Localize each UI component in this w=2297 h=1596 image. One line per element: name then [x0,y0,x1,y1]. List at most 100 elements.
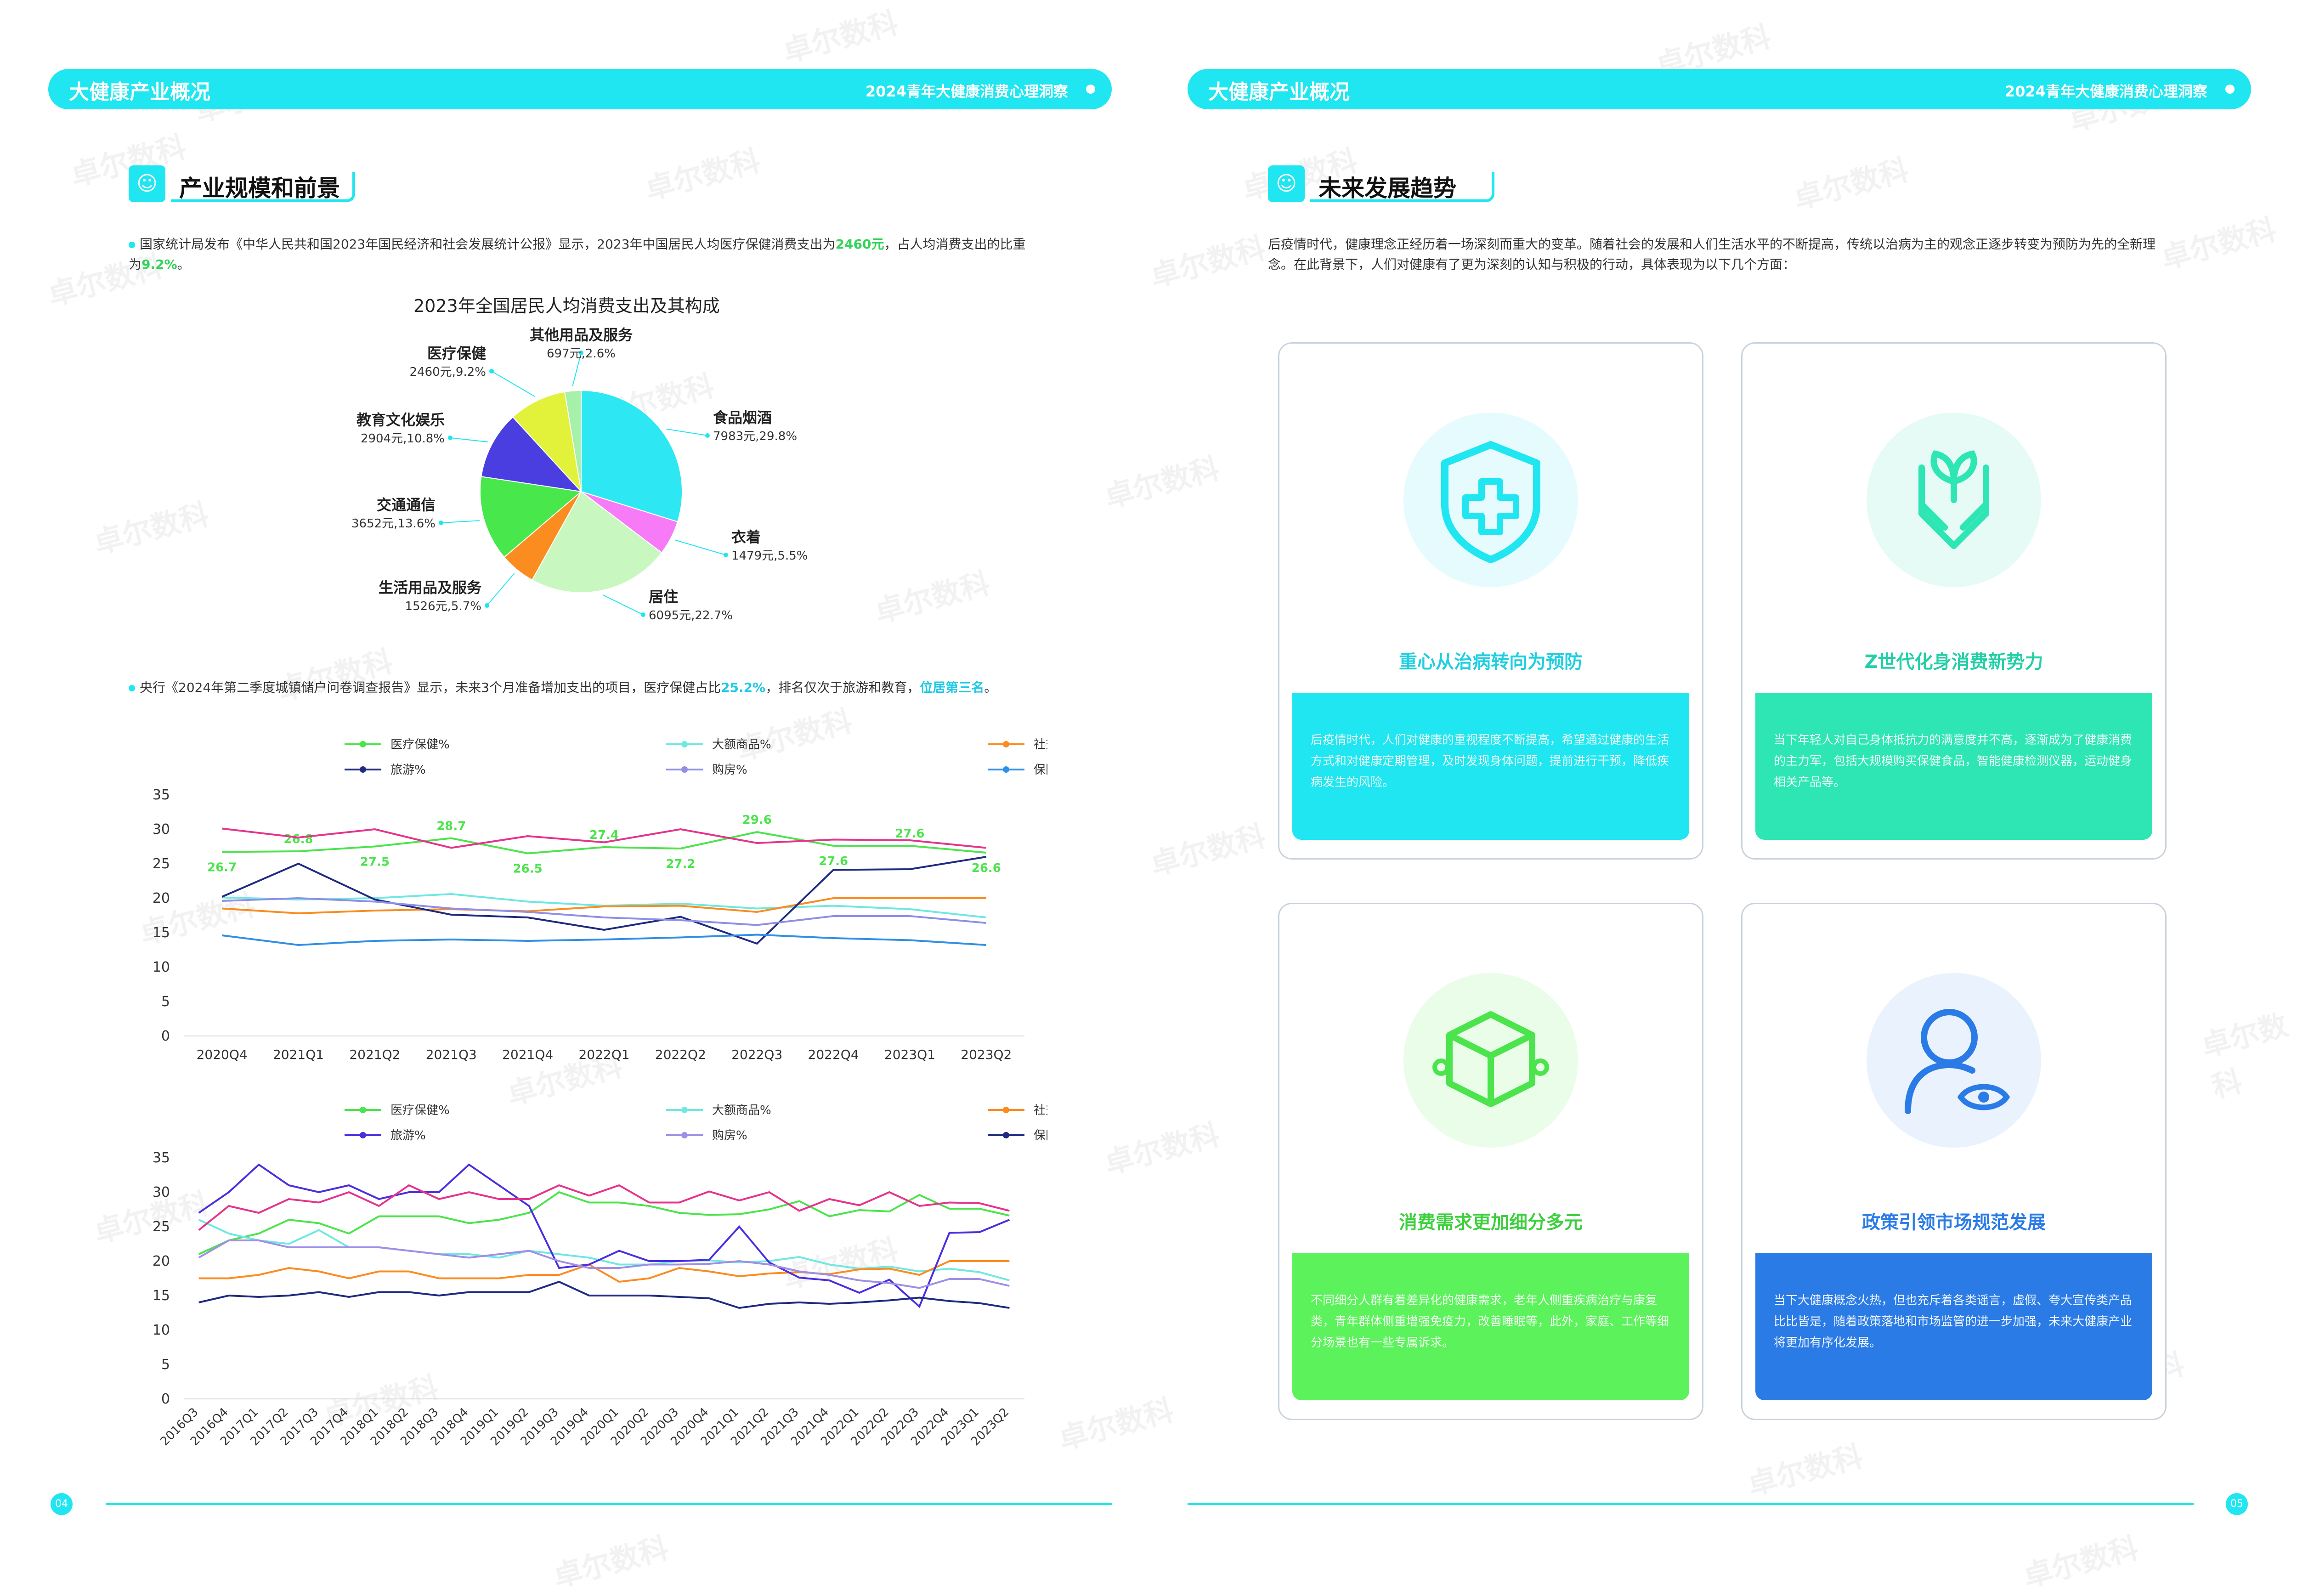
pie-chart-title: 2023年全国居民人均消费支出及其构成 [413,296,720,316]
x-tick-label: 2021Q3 [426,1047,477,1062]
x-tick-label: 2022Q4 [808,1047,859,1062]
pie-leader-line [572,352,582,387]
pie-label-value: 7983元,29.8% [713,430,797,443]
pie-leader-line [441,520,480,523]
left-header-subtitle: 2024青年大健康消费心理洞察 [865,83,1068,100]
x-tick-label: 2023Q2 [961,1047,1012,1062]
pie-chart: 食品烟酒 7983元,29.8% 衣着 1479元,5.5% 居住 6095元,22.7%… [351,326,808,623]
series-line [221,934,986,946]
right-header-bar: 大健康产业概况 2024青年大健康消费心理洞察 [1188,69,2251,109]
card-text: 后疫情时代，人们对健康的重视程度不断提高，希望通过健康的生活方式和对健康定期管理… [1311,733,1669,789]
series-line [198,1191,1010,1255]
y-tick-label: 15 [153,925,170,941]
legend-marker [360,741,366,747]
watermark-text: 卓尔数科 [2197,1008,2292,1105]
legend-marker [360,766,366,773]
y-tick-label: 10 [153,959,170,975]
paragraph-intro: 后疫情时代，健康理念正经历着一场深刻而重大的变革。随着社会的发展和人们生活水平的… [1268,237,2156,272]
legend-marker [1003,741,1009,747]
legend-label: 医疗保健% [390,738,450,752]
legend-label: 医疗保健% [390,1104,450,1117]
series-line [198,1260,1010,1283]
x-tick-label: 2021Q2 [349,1047,400,1062]
pie-label-name: 交通通信 [377,496,436,514]
pie-label-name: 其他用品及服务 [530,326,633,344]
data-label: 26.6 [972,861,1001,875]
watermark-text: 卓尔数科 [779,6,902,69]
left-footer-line [106,1503,1112,1505]
y-tick-label: 0 [161,1391,170,1407]
pie-leader-dot [439,521,443,525]
y-tick-label: 25 [153,1219,170,1235]
left-header-title: 大健康产业概况 [69,80,210,104]
legend-label: 大额商品% [712,1104,771,1117]
pie-label-value: 2904元,10.8% [361,432,445,446]
header-dot-icon [1086,85,1095,94]
y-tick-label: 10 [153,1322,170,1338]
legend-label: 保险% [1034,763,1047,777]
x-tick-label: 2021Q4 [502,1047,553,1062]
bullet-icon [129,242,135,248]
y-tick-label: 5 [161,994,170,1010]
series-line [198,1163,1010,1308]
left-header-bar: 大健康产业概况 2024青年大健康消费心理洞察 [48,69,1112,109]
legend-label: 旅游% [390,1129,426,1143]
line-chart-history: 医疗保健%大额商品%社交文化和娱乐%旅游%购房%保险%教育%0510152025… [153,1104,1047,1449]
x-tick-label: 2021Q1 [273,1047,324,1062]
pie-label-value: 6095元,22.7% [649,609,733,623]
left-page-number: 04 [51,1493,73,1515]
paragraph-stats: 国家统计局发布《中华人民共和国2023年国民经济和社会发展统计公报》显示，202… [129,237,1026,272]
series-line [221,827,987,849]
trend-card-policy: 政策引领市场规范发展 当下大健康概念火热，但也充斥着各类谣言，虚假、夸大宣传类产… [1741,903,2167,1420]
legend-label: 购房% [712,1129,747,1143]
card-band: 当下年轻人对自己身体抵抗力的满意度并不高，逐渐成为了健康消费的主力军，包括大规模… [1755,693,2152,840]
pie-leader-dot [489,369,494,374]
person-icon: ☺ [1268,165,1305,202]
card-title: 消费需求更加细分多元 [1399,1212,1583,1233]
series-line [198,1219,1010,1281]
pie-slice [512,391,582,493]
card-icon-circle [1403,413,1578,587]
data-label: 26.5 [513,862,543,876]
card-text: 不同细分人群有着差异化的健康需求，老年人侧重疾病治疗与康复类，青年群体侧重增强免… [1311,1294,1669,1350]
cube-icon [1432,1011,1549,1107]
legend-label: 社交文化和娱乐% [1034,738,1047,752]
watermark-text: 卓尔数科 [871,566,994,630]
pie-label-value: 2460元,9.2% [410,365,487,379]
card-title: Z世代化身消费新势力 [1864,651,2043,673]
watermark-text: 卓尔数科 [2020,1531,2142,1595]
pie-leader-dot [485,603,489,608]
series-line [198,1184,1010,1231]
section-title-text: 产业规模和前景 [179,175,340,202]
x-tick-label: 2022Q1 [578,1047,629,1062]
paragraph-survey: 央行《2024年第二季度城镇储户问卷调查报告》显示，未来3个月准备增加支出的项目… [129,678,1038,698]
pie-label-value: 1526元,5.7% [405,600,482,613]
card-icon-circle [1867,413,2041,587]
x-tick-label: 2022Q3 [731,1047,782,1062]
legend-marker [1003,1132,1009,1138]
bullet-icon [129,685,135,691]
legend-marker [360,1132,366,1138]
pie-leader-dot [579,351,583,355]
data-label: 27.6 [819,855,848,868]
legend-label: 社交文化和娱乐% [1034,1104,1047,1117]
header-dot-icon [2225,85,2235,94]
legend-marker [681,766,688,773]
pie-leader-line [487,573,515,606]
pie-leader-line [666,428,708,436]
pie-label-name: 医疗保健 [427,345,486,362]
title-underline [171,172,355,202]
legend-label: 购房% [712,763,747,777]
watermark-text: 卓尔数科 [1790,153,1912,216]
card-text: 当下大健康概念火热，但也充斥着各类谣言，虚假、夸大宣传类产品比比皆是，随着政策落… [1774,1294,2133,1350]
pie-leader-dot [705,433,710,438]
legend-label: 保险% [1034,1129,1047,1143]
pie-leader-dot [641,612,645,617]
trend-card-genz: Z世代化身消费新势力 当下年轻人对自己身体抵抗力的满意度并不高，逐渐成为了健康消… [1741,342,2167,860]
x-tick-label: 2022Q2 [655,1047,706,1062]
y-tick-label: 25 [153,856,170,872]
right-header-subtitle: 2024青年大健康消费心理洞察 [2004,83,2207,100]
user-eye-icon [1905,1009,2010,1114]
y-tick-label: 5 [161,1357,170,1373]
pie-leader-line [450,437,488,442]
